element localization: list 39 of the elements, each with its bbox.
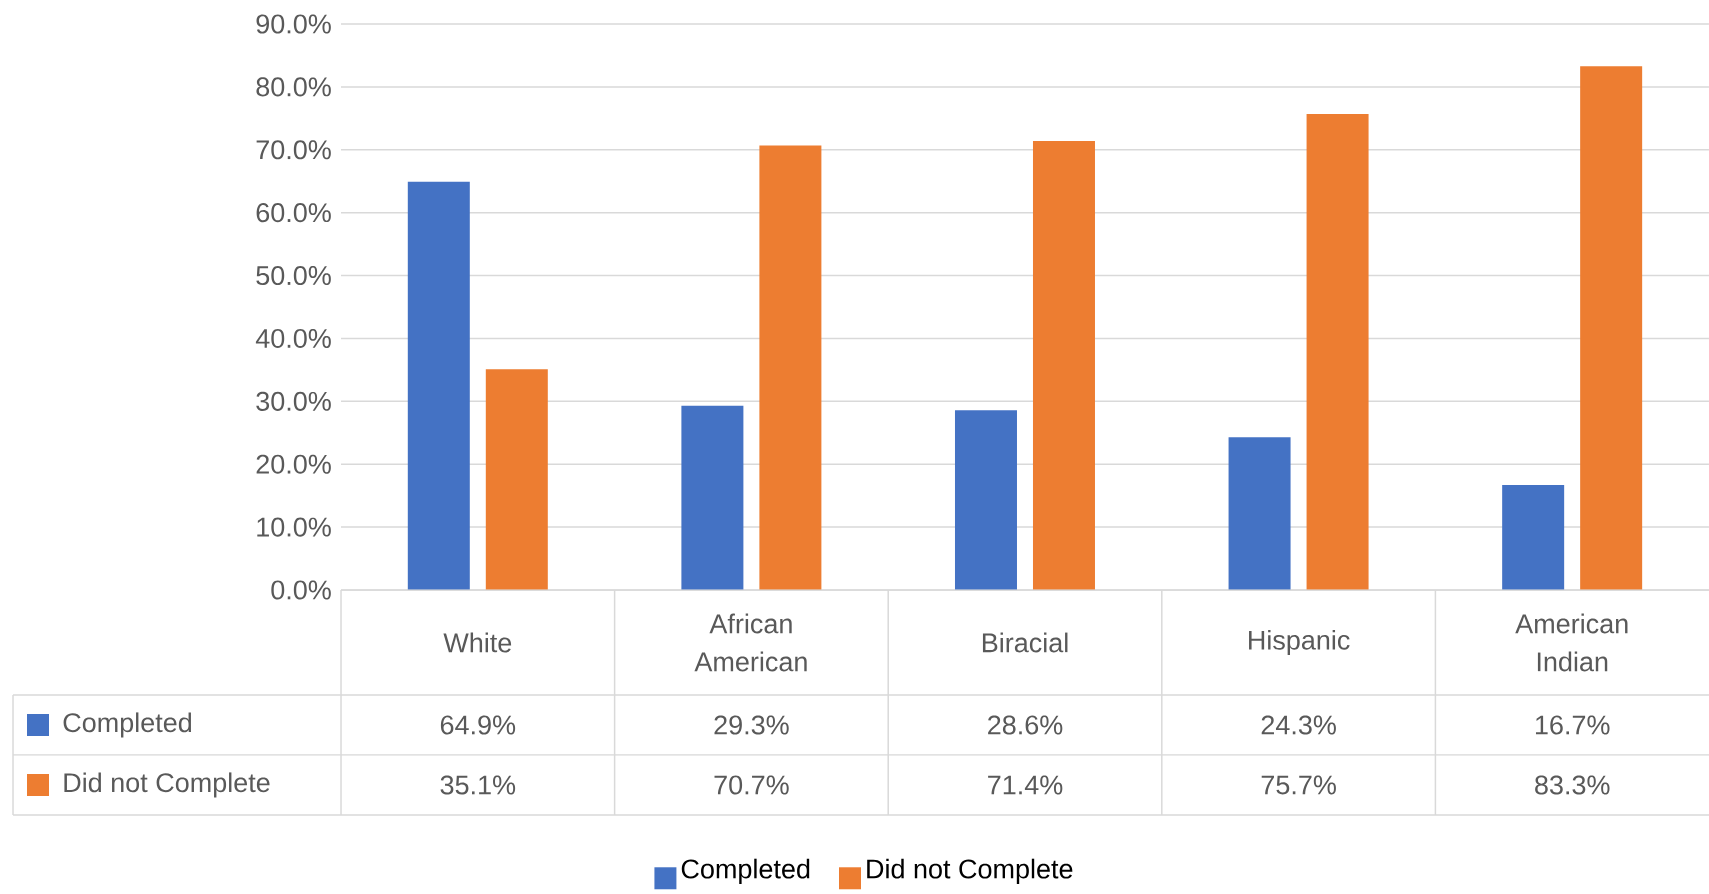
data-label: 28.6% <box>988 715 1063 735</box>
data-label: 83.3% <box>1535 775 1610 795</box>
data-label: 29.3% <box>714 715 789 735</box>
text: Did not Complete <box>64 772 270 798</box>
bar <box>1228 437 1291 590</box>
data-label: 71.4% <box>988 775 1063 795</box>
y-tick-label: 70.0% <box>256 140 331 160</box>
bar <box>1306 113 1369 590</box>
y-tick-label: 0.0% <box>271 580 331 600</box>
y-tick-label: 60.0% <box>256 203 331 223</box>
x-tick-label: American Indian <box>1515 613 1628 672</box>
x-tick-label: White <box>443 632 512 653</box>
bar <box>485 369 548 590</box>
bar <box>407 181 470 590</box>
y-tick-label: 30.0% <box>256 391 331 411</box>
legend-label: Completed <box>63 712 192 738</box>
data-label: 75.7% <box>1261 775 1336 795</box>
legend-label: Did not Complete <box>867 858 1073 884</box>
bar <box>954 410 1017 590</box>
x-tick-label: Biracial <box>982 632 1068 653</box>
y-tick-label: 40.0% <box>255 328 331 349</box>
y-tick-label: 50.0% <box>256 266 331 286</box>
y-tick-label: 90.0% <box>256 14 331 34</box>
bar <box>759 145 822 590</box>
data-label: 35.1% <box>440 775 516 795</box>
text: Completed <box>681 858 810 884</box>
y-tick-label: 20.0% <box>256 454 331 474</box>
data-label: 16.7% <box>1535 715 1610 735</box>
y-tick-label: 10.0% <box>257 517 331 537</box>
data-label: 70.7% <box>714 775 789 795</box>
bar <box>1032 140 1095 590</box>
data-label: 64.9% <box>440 715 516 735</box>
y-tick-label: 80.0% <box>256 77 331 97</box>
bar <box>1502 484 1565 590</box>
x-tick-label: Hispanic <box>1249 629 1350 656</box>
data-label: 24.3% <box>1261 715 1336 735</box>
bar <box>1580 66 1643 590</box>
bar <box>681 405 744 590</box>
x-tick-label: African American <box>694 613 807 672</box>
